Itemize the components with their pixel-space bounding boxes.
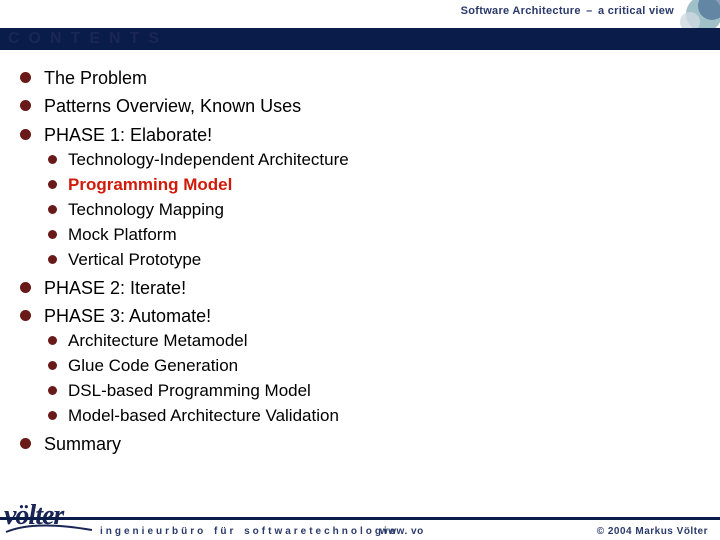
- header-title-left: Software Architecture: [461, 5, 581, 17]
- outline-sublist: Technology-Independent Architecture Progr…: [44, 149, 700, 272]
- outline-item: PHASE 2: Iterate!: [20, 276, 700, 300]
- outline-item: Patterns Overview, Known Uses: [20, 94, 700, 118]
- outline-item: PHASE 3: Automate! Architecture Metamodel…: [20, 304, 700, 428]
- outline-subitem-label: Technology Mapping: [68, 200, 224, 219]
- outline-subitem-label: Architecture Metamodel: [68, 331, 248, 350]
- footer-tagline: ingenieurbüro für softwaretechnologie: [100, 526, 398, 537]
- footer: völter ingenieurbüro für softwaretechnol…: [0, 500, 720, 540]
- outline-item-label: The Problem: [44, 68, 147, 88]
- outline-subitem-label: DSL-based Programming Model: [68, 381, 311, 400]
- outline-list: The Problem Patterns Overview, Known Uses…: [20, 66, 700, 456]
- logo-swoosh-icon: [4, 522, 94, 536]
- outline-subitem-label: Glue Code Generation: [68, 356, 238, 375]
- outline-subitem-label: Model-based Architecture Validation: [68, 406, 339, 425]
- outline-item-label: PHASE 1: Elaborate!: [44, 125, 212, 145]
- outline-subitem: Technology Mapping: [44, 199, 700, 222]
- outline-subitem: Programming Model: [44, 174, 700, 197]
- corner-decoration: [678, 0, 720, 28]
- outline-subitem-label: Technology-Independent Architecture: [68, 150, 349, 169]
- outline-item: PHASE 1: Elaborate! Technology-Independen…: [20, 123, 700, 272]
- header-title: Software Architecture – a critical view: [461, 5, 674, 17]
- outline-subitem: Architecture Metamodel: [44, 330, 700, 353]
- page-title: CONTENTS: [8, 30, 168, 48]
- outline-subitem: Vertical Prototype: [44, 249, 700, 272]
- outline-sublist: Architecture Metamodel Glue Code Generati…: [44, 330, 700, 428]
- outline-item-label: Summary: [44, 434, 121, 454]
- outline-item-label: Patterns Overview, Known Uses: [44, 96, 301, 116]
- header-dash: –: [584, 5, 594, 17]
- outline-subitem: Glue Code Generation: [44, 355, 700, 378]
- footer-url: www. vo: [380, 526, 424, 537]
- content-body: The Problem Patterns Overview, Known Uses…: [20, 66, 700, 460]
- outline-subitem: Technology-Independent Architecture: [44, 149, 700, 172]
- outline-item: Summary: [20, 432, 700, 456]
- outline-subitem: Mock Platform: [44, 224, 700, 247]
- outline-item: The Problem: [20, 66, 700, 90]
- outline-item-label: PHASE 2: Iterate!: [44, 278, 186, 298]
- outline-subitem-label: Mock Platform: [68, 225, 177, 244]
- outline-subitem-label: Vertical Prototype: [68, 250, 201, 269]
- outline-subitem: Model-based Architecture Validation: [44, 405, 700, 428]
- slide: Software Architecture – a critical view …: [0, 0, 720, 540]
- outline-subitem-label: Programming Model: [68, 175, 232, 194]
- footer-divider: [0, 517, 720, 520]
- footer-copyright: © 2004 Markus Völter: [597, 526, 708, 537]
- header: Software Architecture – a critical view: [0, 0, 720, 28]
- header-title-right: a critical view: [598, 5, 674, 17]
- outline-subitem: DSL-based Programming Model: [44, 380, 700, 403]
- outline-item-label: PHASE 3: Automate!: [44, 306, 211, 326]
